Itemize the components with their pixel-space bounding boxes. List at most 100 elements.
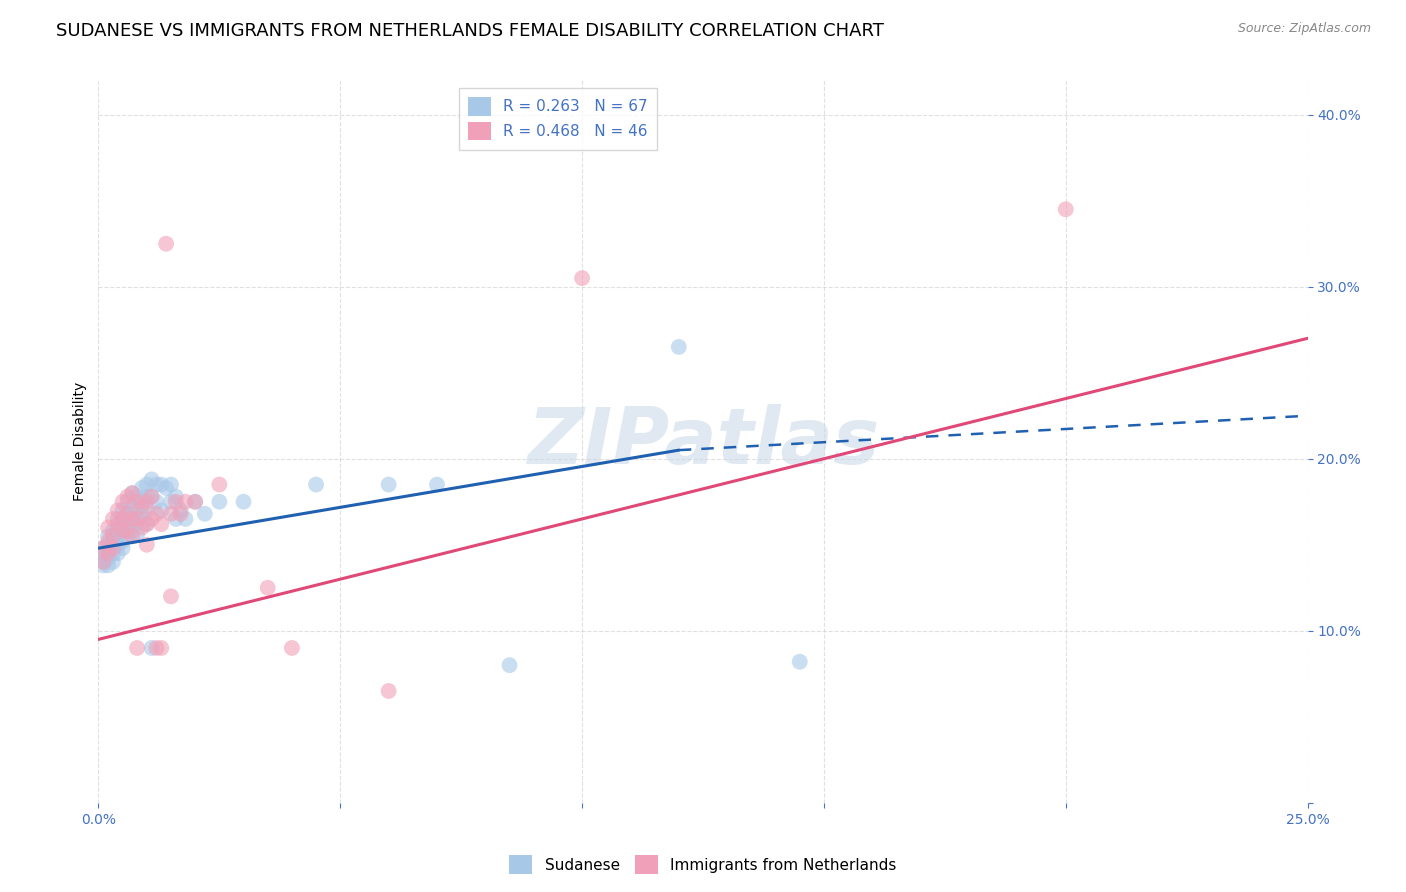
Point bbox=[127, 494, 149, 508]
Point bbox=[107, 503, 129, 517]
Point bbox=[107, 512, 129, 526]
Point bbox=[131, 494, 153, 508]
Point bbox=[377, 684, 399, 698]
Point bbox=[91, 555, 114, 569]
Point bbox=[117, 507, 139, 521]
Text: Source: ZipAtlas.com: Source: ZipAtlas.com bbox=[1237, 22, 1371, 36]
Point bbox=[377, 477, 399, 491]
Point bbox=[91, 541, 114, 556]
Point bbox=[101, 529, 124, 543]
Point bbox=[107, 538, 129, 552]
Point bbox=[107, 520, 129, 534]
Point bbox=[91, 555, 114, 569]
Text: ZIPatlas: ZIPatlas bbox=[527, 403, 879, 480]
Point bbox=[97, 551, 120, 566]
Point bbox=[165, 490, 187, 504]
Point bbox=[97, 538, 120, 552]
Point bbox=[127, 516, 149, 530]
Point bbox=[101, 546, 124, 560]
Point bbox=[117, 494, 139, 508]
Point bbox=[91, 546, 114, 560]
Point bbox=[91, 541, 114, 556]
Point bbox=[131, 508, 153, 523]
Point bbox=[97, 520, 120, 534]
Point bbox=[135, 538, 157, 552]
Point bbox=[111, 512, 134, 526]
Point bbox=[789, 655, 811, 669]
Point bbox=[165, 494, 187, 508]
Point bbox=[101, 541, 124, 556]
Point bbox=[155, 481, 177, 495]
Point bbox=[127, 503, 149, 517]
Point bbox=[127, 490, 149, 504]
Point bbox=[498, 658, 520, 673]
Point bbox=[150, 517, 173, 532]
Point bbox=[145, 477, 167, 491]
Point bbox=[131, 500, 153, 514]
Point bbox=[571, 271, 593, 285]
Point bbox=[97, 534, 120, 549]
Point bbox=[135, 517, 157, 532]
Point bbox=[117, 490, 139, 504]
Point bbox=[135, 490, 157, 504]
Point bbox=[97, 529, 120, 543]
Legend: R = 0.263   N = 67, R = 0.468   N = 46: R = 0.263 N = 67, R = 0.468 N = 46 bbox=[458, 88, 657, 150]
Point bbox=[141, 490, 163, 504]
Point bbox=[141, 640, 163, 655]
Point bbox=[305, 477, 328, 491]
Point bbox=[169, 507, 191, 521]
Point bbox=[184, 494, 207, 508]
Point bbox=[121, 524, 143, 538]
Point bbox=[111, 541, 134, 556]
Point bbox=[127, 512, 149, 526]
Point bbox=[117, 507, 139, 521]
Point bbox=[101, 529, 124, 543]
Point bbox=[150, 640, 173, 655]
Point bbox=[107, 529, 129, 543]
Point bbox=[135, 494, 157, 508]
Point bbox=[135, 503, 157, 517]
Point bbox=[131, 481, 153, 495]
Point bbox=[135, 517, 157, 532]
Point bbox=[155, 236, 177, 251]
Point bbox=[145, 494, 167, 508]
Point bbox=[131, 520, 153, 534]
Point bbox=[184, 494, 207, 508]
Point bbox=[160, 590, 183, 604]
Point bbox=[145, 640, 167, 655]
Point bbox=[160, 494, 183, 508]
Point bbox=[208, 494, 231, 508]
Point bbox=[1054, 202, 1077, 217]
Point bbox=[174, 494, 197, 508]
Y-axis label: Female Disability: Female Disability bbox=[73, 382, 87, 501]
Point bbox=[117, 524, 139, 538]
Point bbox=[91, 558, 114, 573]
Point bbox=[101, 512, 124, 526]
Point bbox=[121, 529, 143, 543]
Point bbox=[117, 529, 139, 543]
Point bbox=[111, 524, 134, 538]
Point bbox=[160, 507, 183, 521]
Point bbox=[194, 507, 217, 521]
Point bbox=[111, 503, 134, 517]
Point bbox=[121, 486, 143, 500]
Point bbox=[111, 512, 134, 526]
Point bbox=[107, 517, 129, 532]
Point bbox=[135, 477, 157, 491]
Point bbox=[101, 555, 124, 569]
Point bbox=[256, 581, 278, 595]
Point bbox=[101, 524, 124, 538]
Point bbox=[121, 512, 143, 526]
Point bbox=[174, 512, 197, 526]
Point bbox=[111, 524, 134, 538]
Text: SUDANESE VS IMMIGRANTS FROM NETHERLANDS FEMALE DISABILITY CORRELATION CHART: SUDANESE VS IMMIGRANTS FROM NETHERLANDS … bbox=[56, 22, 884, 40]
Point bbox=[426, 477, 449, 491]
Point bbox=[165, 512, 187, 526]
Point bbox=[127, 527, 149, 541]
Point bbox=[121, 486, 143, 500]
Point bbox=[117, 517, 139, 532]
Point bbox=[208, 477, 231, 491]
Point bbox=[150, 477, 173, 491]
Point bbox=[141, 512, 163, 526]
Point bbox=[150, 503, 173, 517]
